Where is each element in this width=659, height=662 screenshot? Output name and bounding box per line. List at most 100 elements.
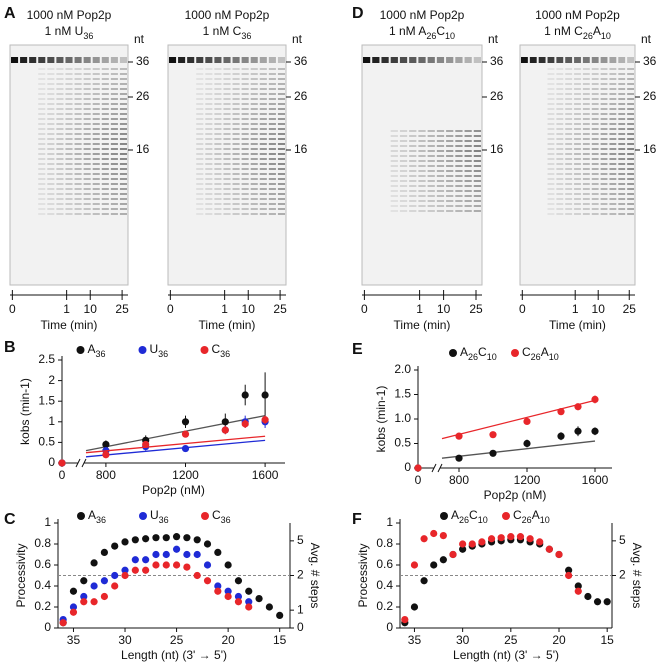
x-axis-label: Pop2p (nM) <box>484 488 547 502</box>
gel-band <box>38 128 46 130</box>
data-point <box>162 534 170 542</box>
gel-band <box>259 203 267 205</box>
gel-band <box>119 118 127 120</box>
time-tick-label: 1 <box>63 302 70 316</box>
gel-band <box>65 98 73 100</box>
gel-band <box>609 168 617 170</box>
gel-band <box>409 165 417 167</box>
gel-band <box>268 108 276 110</box>
gel-band <box>427 165 435 167</box>
y-tick-label: 2 <box>48 373 55 387</box>
y-tick-label: 0.5 <box>394 436 411 450</box>
gel-band <box>74 198 82 200</box>
gel-band <box>92 138 100 140</box>
gel-band <box>390 175 398 177</box>
gel-band <box>547 178 555 180</box>
gel-band <box>38 203 46 205</box>
gel-band <box>277 208 285 210</box>
gel-band <box>250 158 258 160</box>
gel-band <box>259 57 267 63</box>
gel-band <box>74 123 82 125</box>
gel-band <box>223 148 231 150</box>
data-point <box>276 611 284 620</box>
legend-label: C36 <box>212 508 231 525</box>
gel-band <box>409 145 417 147</box>
gel-band <box>565 108 573 110</box>
data-point <box>102 440 110 449</box>
gel-band <box>101 88 109 90</box>
gel-band <box>205 113 213 115</box>
gel-band <box>268 57 276 63</box>
gel-band <box>455 190 463 192</box>
gel-band <box>74 78 82 80</box>
gel-band <box>618 138 626 140</box>
gel-band <box>74 148 82 150</box>
gel-band <box>600 93 608 95</box>
gel-band <box>565 57 573 63</box>
gel-band <box>436 57 445 63</box>
gel-band <box>418 190 426 192</box>
gel-band <box>464 155 472 157</box>
gel-band <box>547 108 555 110</box>
gel-band <box>250 108 258 110</box>
gel-band <box>56 118 64 120</box>
gel-band <box>521 57 528 63</box>
gel-band <box>268 118 276 120</box>
gel-band <box>409 170 417 172</box>
gel-band <box>65 163 73 165</box>
gel-band <box>241 103 249 105</box>
gel-band <box>609 143 617 145</box>
gel-band <box>556 78 564 80</box>
gel-band <box>455 155 463 157</box>
gel-band <box>92 183 100 185</box>
gel-band <box>65 123 73 125</box>
gel-band <box>600 103 608 105</box>
time-label: Time (min) <box>549 318 606 332</box>
gel-band <box>399 210 408 212</box>
gel-band <box>609 163 617 165</box>
gel-band <box>259 113 267 115</box>
gel-marker: 16 <box>136 142 150 156</box>
gel-band <box>556 133 564 135</box>
gel-band <box>455 185 463 187</box>
gel-band <box>196 173 204 175</box>
gel-band <box>259 213 267 215</box>
gel-band <box>241 198 249 200</box>
data-point <box>574 427 582 435</box>
gel-band <box>556 188 564 190</box>
gel-band <box>574 57 581 63</box>
data-point <box>487 535 496 543</box>
gel-band <box>110 108 118 110</box>
gel-band <box>574 133 581 135</box>
gel-band <box>591 198 599 200</box>
gel-band <box>399 170 408 172</box>
gel-band <box>205 168 213 170</box>
gel-band <box>418 195 426 197</box>
data-point <box>523 439 531 448</box>
gel-band <box>83 118 91 120</box>
gel-band <box>47 198 55 200</box>
gel-band <box>101 73 109 75</box>
gel-band <box>214 133 222 135</box>
gel-band <box>618 103 626 105</box>
gel-band <box>591 188 599 190</box>
gel-band <box>250 93 258 95</box>
time-tick-label: 0 <box>9 302 16 316</box>
panel-letter: C <box>4 511 16 528</box>
gel-band <box>427 195 435 197</box>
gel-band <box>464 175 472 177</box>
gel-band <box>399 145 408 147</box>
gel-band <box>609 113 617 115</box>
gel-band <box>277 148 285 150</box>
gel-band <box>83 198 91 200</box>
gel-band <box>250 128 258 130</box>
gel-band <box>232 98 240 100</box>
gel-band <box>101 198 109 200</box>
gel-band <box>277 143 285 145</box>
gel-band <box>214 198 222 200</box>
gel-band <box>618 98 626 100</box>
gel-band <box>214 93 222 95</box>
gel-band <box>38 83 46 85</box>
gel-band <box>627 198 634 200</box>
gel-band <box>223 143 231 145</box>
